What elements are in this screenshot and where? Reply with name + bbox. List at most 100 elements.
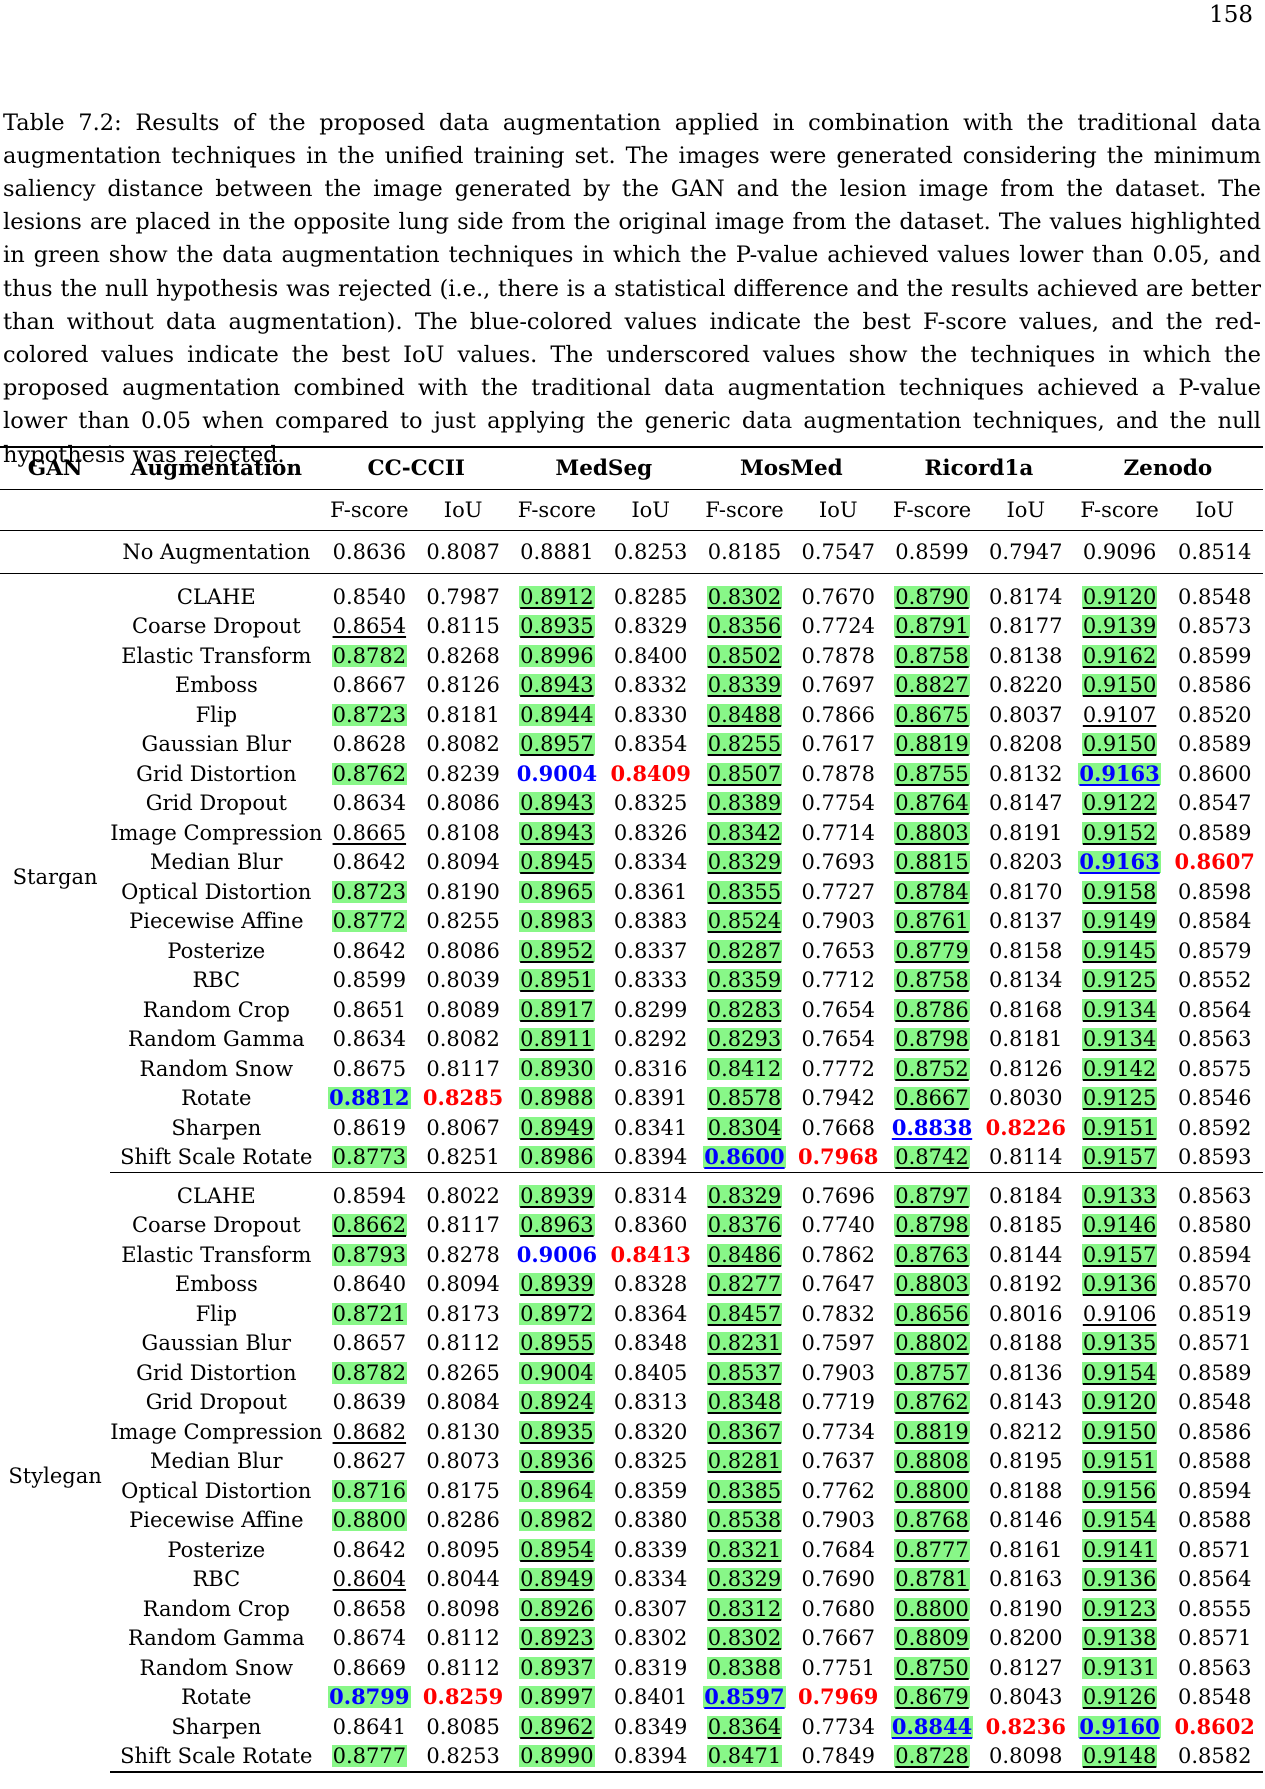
- cell-value: 0.8634: [332, 791, 407, 816]
- table-cell: 0.8394: [603, 1142, 698, 1173]
- table-cell: 0.8675: [322, 1054, 416, 1084]
- table-cell: 0.8413: [604, 1240, 698, 1270]
- cell-value: 0.8564: [1177, 1567, 1252, 1592]
- cell-value: 0.8786: [894, 997, 970, 1022]
- table-cell: 0.8800: [885, 1594, 979, 1624]
- table-cell: 0.7754: [791, 789, 885, 819]
- gan-label: Stargan: [12, 865, 98, 890]
- table-cell: 0.8838: [885, 1113, 979, 1143]
- table-cell: 0.8791: [885, 612, 979, 642]
- cell-value: 0.8937: [519, 1655, 595, 1680]
- cell-value: 0.8540: [332, 584, 407, 609]
- row-label: Random Snow: [139, 1655, 294, 1680]
- cell-value: 0.8401: [613, 1685, 688, 1710]
- table-cell: 0.9131: [1073, 1653, 1167, 1683]
- table-cell: 0.8721: [322, 1299, 416, 1329]
- cell-value: 0.8963: [519, 1213, 595, 1238]
- table-cell: 0.8943: [510, 671, 604, 701]
- table-cell: 0.8955: [510, 1329, 604, 1359]
- table-cell: 0.8538: [698, 1506, 792, 1536]
- table-cell: 0.8144: [979, 1240, 1073, 1270]
- table-cell: 0.7947: [978, 530, 1073, 574]
- row-label: Coarse Dropout: [131, 1213, 301, 1238]
- table-row: Stargan CLAHE 0.8540 0.7987 0.8912 0.8285 0.83…: [0, 574, 1263, 890]
- cell-value: 0.8990: [519, 1744, 595, 1769]
- table-cell: 0.8364: [604, 1299, 698, 1329]
- table-cell: 0.8793: [322, 1240, 416, 1270]
- table-cell: 0.8502: [698, 641, 792, 671]
- row-label: Flip: [195, 702, 238, 727]
- cell-value: 0.7832: [801, 1301, 875, 1326]
- table-row: Random Gamma 0.8674 0.8112 0.8923 0.8302 0.83…: [0, 1624, 1263, 1654]
- cell-value: 0.8126: [989, 1056, 1063, 1081]
- no-augmentation-row: No Augmentation 0.8636 0.8087 0.8881 0.8…: [0, 530, 1263, 574]
- table-cell: 0.8112: [416, 1653, 510, 1683]
- table-cell: 0.8815: [885, 848, 979, 878]
- table-cell: 0.8185: [979, 1211, 1073, 1241]
- table-cell: 0.8471: [697, 1741, 792, 1773]
- table-cell: 0.8016: [979, 1299, 1073, 1329]
- cell-value: 0.8277: [706, 1272, 783, 1297]
- table-cell: 0.8039: [416, 966, 510, 996]
- table-cell: 0.8168: [979, 995, 1073, 1025]
- table-cell: 0.8085: [416, 1712, 510, 1742]
- header-metric: IoU: [978, 489, 1073, 531]
- table-cell: 0.8043: [979, 1683, 1073, 1713]
- table-cell: 0.8600: [697, 1142, 792, 1173]
- row-label: Shift Scale Rotate: [110, 1741, 323, 1773]
- cell-value: 0.8552: [1177, 968, 1252, 993]
- cell-value: 0.7772: [801, 1056, 875, 1081]
- cell-value: 0.9150: [1081, 732, 1158, 757]
- table-cell: 0.8639: [322, 1388, 416, 1418]
- cell-value: 0.8762: [331, 761, 408, 786]
- cell-value: 0.8195: [989, 1449, 1063, 1474]
- cell-value: 0.8380: [613, 1508, 688, 1533]
- table-cell: 0.8126: [416, 671, 510, 701]
- cell-value: 0.7654: [801, 1027, 875, 1052]
- table-cell: 0.9157: [1073, 1240, 1167, 1270]
- header-metric: IoU: [416, 489, 510, 531]
- cell-value: 0.8158: [989, 938, 1063, 963]
- row-label: Image Compression: [110, 1419, 323, 1444]
- table-row: Shift Scale Rotate 0.8773 0.8251 0.8986 0.83…: [0, 1142, 1263, 1173]
- cell-value: 0.8114: [989, 1145, 1063, 1170]
- row-label: Elastic Transform: [121, 643, 312, 668]
- cell-value: 0.7684: [801, 1537, 875, 1562]
- cell-value: 0.7617: [801, 732, 875, 757]
- table-row: Flip 0.8723 0.8181 0.8944 0.8330 0.8488 0.7866…: [0, 700, 1263, 730]
- cell-value: 0.8126: [426, 673, 500, 698]
- table-cell: 0.8507: [698, 759, 792, 789]
- table-cell: 0.8923: [510, 1624, 604, 1654]
- table-cell: 0.7734: [791, 1712, 885, 1742]
- table-cell: 0.8575: [1166, 1054, 1263, 1084]
- table-cell: 0.8094: [416, 848, 510, 878]
- cell-value: 0.8356: [706, 614, 783, 639]
- cell-value: 0.8082: [426, 732, 500, 757]
- cell-value: 0.8798: [894, 1213, 970, 1238]
- table-cell: 0.8359: [698, 966, 792, 996]
- table-cell: 0.8986: [510, 1142, 604, 1173]
- cell-value: 0.8723: [331, 702, 408, 727]
- cell-value: 0.7690: [801, 1567, 875, 1592]
- table-cell: 0.9120: [1073, 574, 1167, 612]
- table-cell: 0.8772: [322, 907, 416, 937]
- table-row: Rotate 0.8799 0.8259 0.8997 0.8401 0.8597 0.79…: [0, 1683, 1263, 1713]
- table-cell: 0.8599: [885, 530, 979, 574]
- table-cell: 0.7903: [791, 1506, 885, 1536]
- table-cell: 0.8602: [1166, 1712, 1263, 1742]
- cell-value: 0.8986: [519, 1145, 595, 1170]
- cell-value: 0.9125: [1081, 968, 1158, 993]
- cell-value: 0.8146: [989, 1508, 1063, 1533]
- table-cell: 0.7680: [791, 1594, 885, 1624]
- cell-value: 0.8589: [1177, 732, 1252, 757]
- cell-value: 0.8943: [519, 820, 595, 845]
- cell-value: 0.8367: [706, 1419, 783, 1444]
- table-cell: 0.8674: [322, 1624, 416, 1654]
- cell-value: 0.8285: [422, 1085, 504, 1111]
- table-cell: 0.8255: [698, 730, 792, 760]
- table-cell: 0.8115: [416, 612, 510, 642]
- cell-value: 0.9156: [1081, 1478, 1158, 1503]
- cell-value: 0.8285: [613, 584, 688, 609]
- cell-value: 0.8037: [989, 702, 1063, 727]
- cell-value: 0.9163: [1078, 760, 1161, 786]
